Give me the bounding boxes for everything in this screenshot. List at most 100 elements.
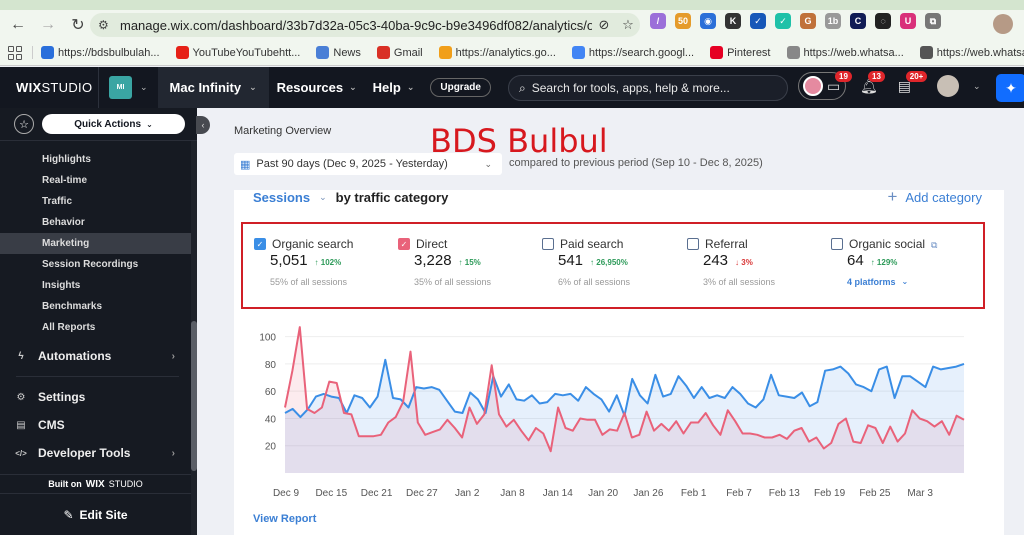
category-value: 243 — [703, 252, 729, 269]
sidebar-item-marketing[interactable]: Marketing — [0, 233, 191, 254]
site-selector[interactable]: Mac Infinity ⌄ — [157, 67, 269, 108]
bookmark-item[interactable]: Pinterest — [710, 46, 771, 59]
updates-icon[interactable]: ▤ 20+ — [898, 70, 928, 95]
bookmark-label: https://search.googl... — [588, 46, 695, 59]
upgrade-button[interactable]: Upgrade — [430, 78, 491, 97]
sidebar-item-all-reports[interactable]: All Reports — [42, 322, 96, 333]
extension-quill-icon[interactable]: / — [650, 13, 666, 29]
sidebar-item-cms[interactable]: ▤ CMS — [16, 418, 65, 432]
bookmark-item[interactable]: News — [316, 46, 361, 59]
view-report-link[interactable]: View Report — [253, 513, 317, 525]
back-button[interactable]: ← — [10, 16, 26, 33]
chevron-down-icon[interactable]: ⌄ — [973, 80, 981, 91]
category-name: Organic search — [272, 237, 354, 251]
bookmark-item[interactable]: https://bdsbulbulah... — [41, 46, 160, 59]
category-share: 35% of all sessions — [414, 277, 492, 287]
wix-studio-logo[interactable]: WIXSTUDIO — [16, 80, 93, 95]
workspace-switcher[interactable]: MI ⌄ — [98, 67, 158, 108]
metric-dropdown[interactable]: Sessions — [253, 190, 311, 205]
collapse-sidebar-button[interactable]: ‹ — [196, 116, 210, 134]
sessions-card: Sessions ⌄ by traffic category + Add cate… — [234, 187, 1004, 535]
profile-avatar[interactable] — [993, 14, 1013, 34]
platforms-dropdown[interactable]: 4 platforms ⌄ — [847, 277, 909, 287]
notifications-badge: 13 — [868, 70, 885, 82]
bookmark-favicon-icon — [710, 46, 724, 59]
sidebar-item-insights[interactable]: Insights — [42, 280, 81, 291]
highlight-annotation-box — [241, 222, 985, 309]
help-menu[interactable]: Help ⌄ — [372, 80, 415, 95]
add-category-button[interactable]: + Add category — [887, 187, 982, 206]
category-name: Organic social — [849, 237, 926, 251]
chevron-down-icon: ⌄ — [406, 82, 415, 92]
apps-grid-icon[interactable] — [8, 45, 22, 60]
category-checkbox[interactable]: ✓ — [254, 238, 266, 250]
bookmark-item[interactable]: Gmail — [376, 46, 423, 59]
sidebar-item-developer-tools[interactable]: </> Developer Tools › — [15, 446, 175, 460]
extension-50-icon[interactable]: 50 — [675, 13, 691, 29]
eye-off-icon[interactable]: ⊘ — [598, 17, 610, 32]
site-info-icon[interactable]: ⚙ — [98, 18, 109, 32]
extension-k-icon[interactable]: K — [725, 13, 741, 29]
chevron-down-icon[interactable]: ⌄ — [319, 192, 327, 202]
sidebar-scroll-thumb[interactable] — [191, 321, 197, 471]
sidebar-item-behavior[interactable]: Behavior — [42, 217, 85, 228]
extension-teal-check-icon[interactable]: ✓ — [775, 13, 791, 29]
external-link-icon[interactable]: ⧉ — [931, 240, 938, 250]
category-share: 55% of all sessions — [270, 277, 348, 287]
extension-grey-1b-icon[interactable]: 1b — [825, 13, 841, 29]
sidebar-item-settings[interactable]: ⚙ Settings — [16, 390, 86, 404]
address-bar[interactable]: ⚙ manage.wix.com/dashboard/33b7d32a-05c3… — [90, 13, 640, 37]
sidebar-item-real-time[interactable]: Real-time — [42, 175, 88, 186]
date-range-picker[interactable]: ▦ Past 90 days (Dec 9, 2025 - Yesterday)… — [234, 153, 502, 175]
edit-site-button[interactable]: ✎ Edit Site — [63, 508, 128, 522]
extension-blue-circle-icon[interactable]: ◉ — [700, 13, 716, 29]
extension-puzzle-icon[interactable]: ⧉ — [925, 13, 941, 29]
bookmark-item[interactable]: https://analytics.go... — [438, 46, 556, 59]
bookmark-item[interactable]: https://search.googl... — [571, 46, 695, 59]
reload-button[interactable]: ↻ — [71, 17, 85, 34]
chat-button[interactable]: ▭ 19 — [798, 70, 852, 100]
sidebar-item-automations[interactable]: ϟ Automations › — [0, 342, 197, 370]
user-avatar[interactable] — [937, 75, 960, 97]
extension-g-icon[interactable]: G — [800, 13, 816, 29]
bookmark-label: YouTubeYouTubehtt... — [192, 46, 301, 59]
search-icon: ⌕ — [519, 80, 526, 95]
svg-text:80: 80 — [265, 360, 277, 371]
extension-u-icon[interactable]: U — [900, 13, 916, 29]
extension-c-icon[interactable]: C — [850, 13, 866, 29]
sidebar-item-benchmarks[interactable]: Benchmarks — [42, 301, 103, 312]
extension-loop-icon[interactable]: ◌ — [875, 13, 891, 29]
resources-menu[interactable]: Resources ⌄ — [276, 80, 357, 95]
ai-assistant-button[interactable]: ✦ — [996, 74, 1024, 102]
bookmark-item[interactable]: https://web.whatsa... — [786, 46, 904, 59]
sidebar-item-traffic[interactable]: Traffic — [42, 196, 73, 207]
category-checkbox[interactable] — [542, 238, 554, 250]
url-text[interactable]: manage.wix.com/dashboard/33b7d32a-05c3-4… — [120, 17, 592, 33]
extension-check-square-icon[interactable]: ✓ — [750, 13, 766, 29]
calendar-icon: ▦ — [240, 158, 251, 171]
category-name: Direct — [416, 237, 448, 251]
sidebar-item-session-recordings[interactable]: Session Recordings — [42, 259, 139, 270]
change-indicator: ↑ 102% — [314, 258, 342, 267]
svg-text:Feb 7: Feb 7 — [726, 488, 752, 499]
chevron-right-icon: › — [171, 447, 175, 459]
bookmark-item[interactable]: https://web.whatsa... — [919, 46, 1024, 59]
category-checkbox[interactable] — [831, 238, 843, 250]
favorites-star-icon[interactable]: ☆ — [14, 114, 34, 134]
bookmark-label: https://bdsbulbulah... — [58, 46, 160, 59]
lightning-icon: ϟ — [18, 350, 24, 362]
forward-button[interactable]: → — [40, 16, 56, 33]
svg-text:Dec 27: Dec 27 — [406, 488, 438, 499]
sidebar-item-highlights[interactable]: Highlights — [42, 154, 91, 165]
bookmark-item[interactable]: YouTubeYouTubehtt... — [175, 46, 301, 59]
change-indicator: ↓ 3% — [735, 258, 753, 267]
bell-icon[interactable]: 🔔︎ 13 — [860, 70, 885, 95]
bookmark-favicon-icon — [919, 46, 933, 59]
bookmark-star-icon[interactable]: ☆ — [622, 17, 634, 32]
category-name: Referral — [705, 237, 748, 251]
bookmark-favicon-icon — [376, 46, 390, 59]
category-checkbox[interactable]: ✓ — [398, 238, 410, 250]
quick-actions-button[interactable]: Quick Actions ⌄ — [42, 114, 185, 134]
category-checkbox[interactable] — [687, 238, 699, 250]
wix-search-input[interactable]: ⌕ Search for tools, apps, help & more... — [508, 75, 788, 101]
